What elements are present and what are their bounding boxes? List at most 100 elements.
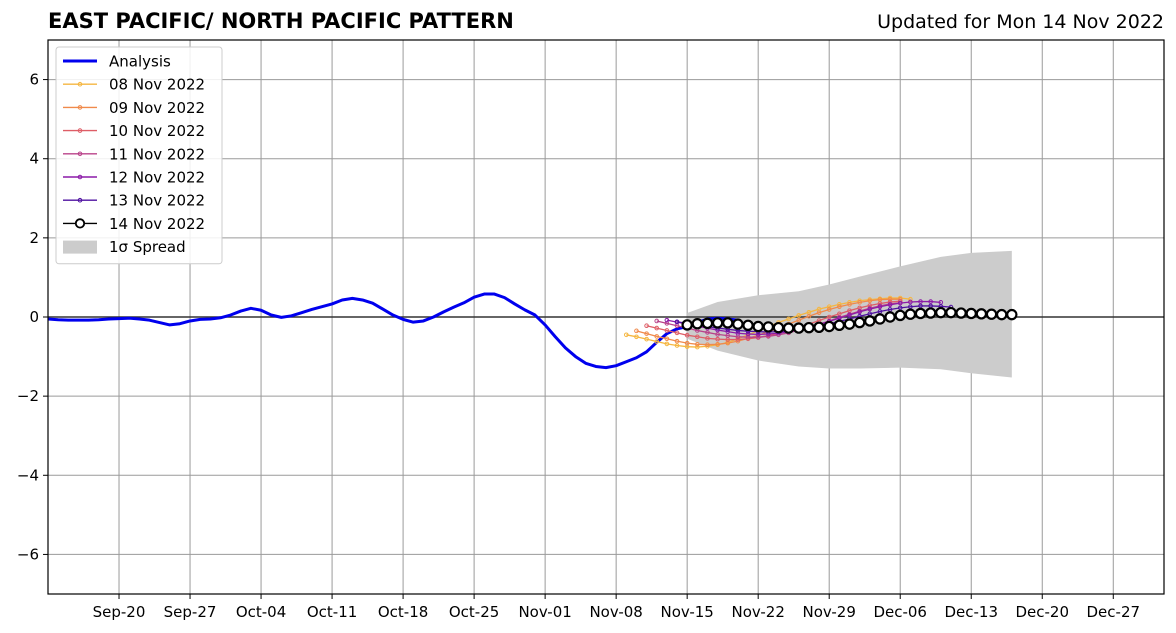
x-tick-label: Oct-18 xyxy=(378,603,428,621)
legend-label: 09 Nov 2022 xyxy=(109,99,205,117)
data-point xyxy=(826,307,832,312)
data-point xyxy=(755,334,761,340)
data-point xyxy=(752,320,764,333)
x-tick-label: Oct-04 xyxy=(236,603,286,621)
legend-label: 1σ Spread xyxy=(109,238,186,256)
data-point xyxy=(847,302,852,307)
data-point xyxy=(674,338,680,344)
legend-marker xyxy=(77,81,83,87)
data-point xyxy=(644,323,649,329)
data-point xyxy=(914,307,927,320)
data-point xyxy=(711,317,724,329)
data-point xyxy=(644,336,649,342)
data-point xyxy=(695,334,700,340)
x-tick-label: Dec-27 xyxy=(1087,603,1141,621)
data-point xyxy=(623,332,629,338)
legend-marker xyxy=(77,151,83,157)
data-point xyxy=(877,309,883,314)
x-tick-label: Dec-13 xyxy=(944,603,998,621)
data-point xyxy=(1006,308,1018,321)
x-tick-label: Nov-08 xyxy=(589,603,642,621)
legend-marker xyxy=(77,128,83,133)
legend-label: 12 Nov 2022 xyxy=(109,169,205,187)
data-point xyxy=(691,318,704,330)
data-point xyxy=(732,318,744,330)
data-point xyxy=(695,342,700,347)
data-point xyxy=(853,316,866,329)
data-point xyxy=(654,334,660,339)
series-analysis xyxy=(48,292,739,370)
legend-label: 10 Nov 2022 xyxy=(109,122,205,140)
data-point xyxy=(674,343,680,348)
data-point xyxy=(755,332,761,337)
data-point xyxy=(816,310,822,315)
data-point xyxy=(782,322,795,334)
data-point xyxy=(735,330,741,336)
data-point xyxy=(722,317,734,329)
data-point xyxy=(681,319,693,331)
data-point xyxy=(796,313,802,318)
legend-label: 14 Nov 2022 xyxy=(109,215,205,233)
data-point xyxy=(705,342,710,348)
updated-date: Updated for Mon 14 Nov 2022 xyxy=(877,11,1164,33)
data-point xyxy=(664,336,670,342)
data-point xyxy=(772,321,785,334)
data-point xyxy=(857,300,862,305)
data-point xyxy=(908,299,913,305)
data-point xyxy=(793,322,805,334)
data-point xyxy=(715,332,720,337)
data-point xyxy=(826,304,832,310)
x-tick-label: Nov-01 xyxy=(518,603,571,621)
legend-label: 08 Nov 2022 xyxy=(109,76,205,94)
data-point xyxy=(695,344,700,350)
legend-item: 10 Nov 2022 xyxy=(63,122,205,140)
legend-label: Analysis xyxy=(109,53,171,71)
legend-item: 09 Nov 2022 xyxy=(63,99,205,117)
data-point xyxy=(897,300,903,306)
y-tick-label: 6 xyxy=(29,71,39,89)
data-point xyxy=(664,317,670,323)
x-tick-label: Oct-25 xyxy=(449,603,499,621)
chart-title: EAST PACIFIC/ NORTH PACIFIC PATTERN xyxy=(48,9,514,33)
data-point xyxy=(864,315,876,327)
legend-item: 08 Nov 2022 xyxy=(63,76,205,94)
legend-swatch xyxy=(63,240,97,254)
legend-item: Analysis xyxy=(63,53,171,71)
data-point xyxy=(894,309,906,322)
data-point xyxy=(634,334,639,340)
data-point xyxy=(813,321,825,333)
x-tick-label: Nov-15 xyxy=(660,603,713,621)
y-tick-label: −4 xyxy=(17,466,39,484)
data-point xyxy=(654,325,660,331)
legend-box xyxy=(55,46,223,265)
data-point xyxy=(995,308,1008,321)
data-point xyxy=(644,331,649,336)
data-point xyxy=(884,311,896,323)
x-tick-label: Dec-20 xyxy=(1015,603,1069,621)
data-point xyxy=(887,302,893,308)
data-point xyxy=(654,339,660,344)
legend-item: 14 Nov 2022 xyxy=(63,215,205,233)
x-tick-label: Sep-20 xyxy=(93,603,146,621)
y-tick-label: −6 xyxy=(17,545,39,563)
data-point xyxy=(975,308,988,320)
x-tick-label: Nov-22 xyxy=(731,603,784,621)
data-point xyxy=(897,305,903,311)
data-point xyxy=(796,317,802,323)
series-line xyxy=(48,292,739,370)
data-point xyxy=(874,313,886,325)
legend-marker xyxy=(77,174,83,180)
data-point xyxy=(867,306,873,312)
y-tick-label: −2 xyxy=(17,387,39,405)
data-point xyxy=(887,307,893,312)
data-point xyxy=(664,341,670,347)
data-point xyxy=(877,304,883,310)
data-point xyxy=(918,299,923,304)
y-tick-label: 2 xyxy=(29,229,39,247)
data-point xyxy=(955,307,967,319)
data-point xyxy=(904,308,917,320)
data-point xyxy=(935,306,947,319)
legend-item: 13 Nov 2022 xyxy=(63,192,205,210)
data-point xyxy=(745,331,751,337)
data-point xyxy=(735,337,741,342)
